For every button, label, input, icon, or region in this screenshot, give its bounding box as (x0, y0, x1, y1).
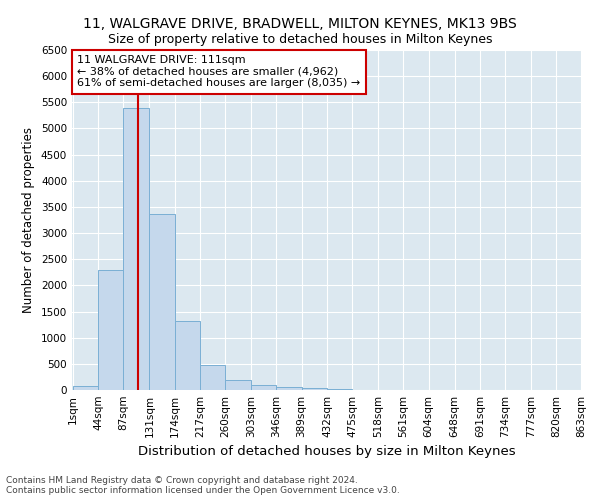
Text: 11 WALGRAVE DRIVE: 111sqm
← 38% of detached houses are smaller (4,962)
61% of se: 11 WALGRAVE DRIVE: 111sqm ← 38% of detac… (77, 55, 361, 88)
Bar (124, 108, 149, 390)
Bar (175, 322, 200, 390)
Y-axis label: Number of detached properties: Number of detached properties (22, 127, 35, 313)
Bar (302, 388, 327, 390)
Bar (251, 386, 276, 390)
X-axis label: Distribution of detached houses by size in Milton Keynes: Distribution of detached houses by size … (138, 446, 516, 458)
Text: Size of property relative to detached houses in Milton Keynes: Size of property relative to detached ho… (108, 32, 492, 46)
Bar (73, 386, 98, 390)
Text: Contains HM Land Registry data © Crown copyright and database right 2024.
Contai: Contains HM Land Registry data © Crown c… (6, 476, 400, 495)
Bar (276, 388, 302, 390)
Bar (98, 270, 124, 390)
Text: 11, WALGRAVE DRIVE, BRADWELL, MILTON KEYNES, MK13 9BS: 11, WALGRAVE DRIVE, BRADWELL, MILTON KEY… (83, 18, 517, 32)
Bar (149, 214, 175, 390)
Bar (200, 365, 226, 390)
Bar (226, 380, 251, 390)
